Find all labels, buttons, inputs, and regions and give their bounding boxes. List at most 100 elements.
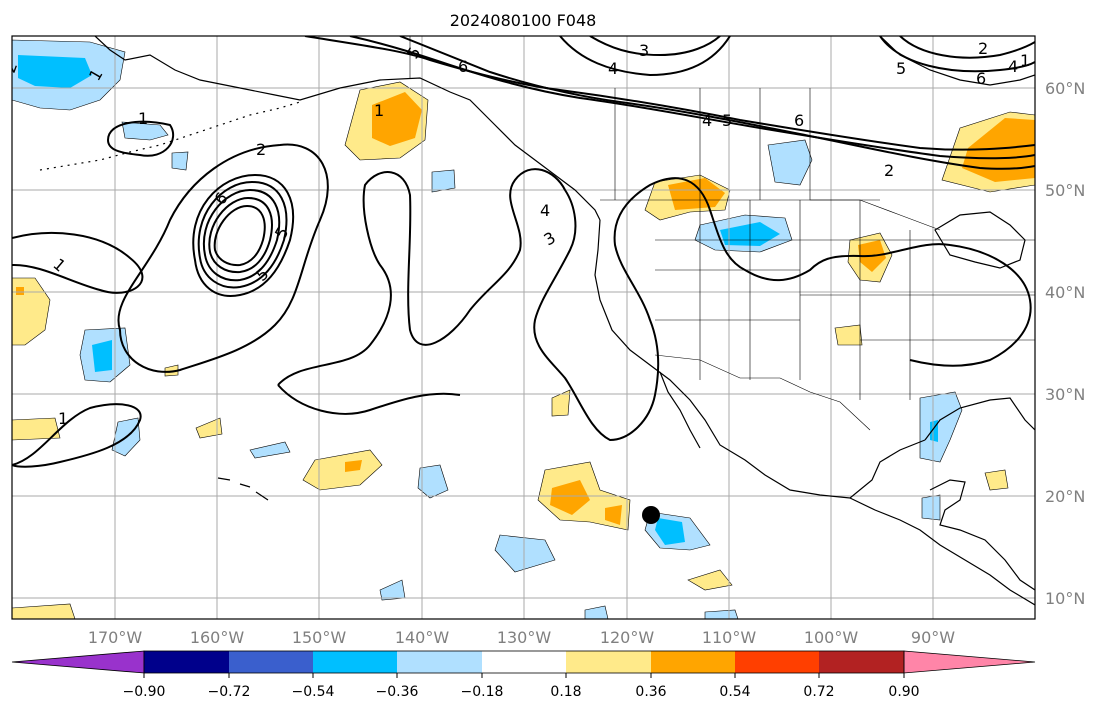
graticule — [12, 36, 1035, 619]
positive-anomaly-region — [687, 569, 733, 591]
great-lakes — [934, 211, 1026, 269]
colorbar-tick-label: 0.36 — [635, 684, 666, 700]
alaska-coast — [94, 36, 601, 221]
colorbar-tick-label: −0.72 — [208, 684, 251, 700]
lon-label-150w: 150°W — [292, 628, 347, 647]
storm-center-dot — [642, 506, 660, 524]
contour-line — [304, 36, 1035, 151]
positive-anomaly-region — [302, 449, 383, 491]
aleutian-chain — [39, 101, 301, 171]
negative-anomaly-region — [919, 391, 963, 463]
lon-label-130w: 130°W — [497, 628, 552, 647]
lon-label-100w: 100°W — [804, 628, 859, 647]
contour-label: 3 — [639, 41, 649, 60]
positive-anomaly-core — [668, 178, 725, 210]
positive-anomaly-region — [984, 469, 1009, 491]
contour-line — [213, 204, 266, 267]
lat-label-50n: 50°N — [1045, 181, 1085, 200]
colorbar-max-extension — [903, 650, 1036, 674]
positive-anomaly-region — [164, 364, 179, 377]
lon-label-110w: 110°W — [702, 628, 757, 647]
contour-label: 6 — [976, 69, 986, 88]
positive-anomaly-core — [550, 480, 590, 515]
contour-label: 2 — [884, 161, 894, 180]
contour-label: 6 — [794, 111, 804, 130]
negative-anomaly-core — [92, 340, 112, 372]
lon-label-140w: 140°W — [395, 628, 450, 647]
negative-anomaly-region — [767, 139, 813, 186]
colorbar-segment — [397, 651, 482, 673]
positive-anomaly-region — [12, 603, 76, 619]
latitude-labels: 60°N 50°N 40°N 30°N 20°N 10°N — [1045, 79, 1085, 608]
positive-anomaly-core — [605, 505, 622, 525]
lat-label-40n: 40°N — [1045, 283, 1085, 302]
contour-line — [277, 384, 461, 415]
baja-peninsula — [659, 371, 701, 449]
contour-label: 4 — [1008, 57, 1018, 76]
gulf-coast — [924, 397, 1035, 441]
coastlines — [39, 36, 1035, 606]
colorbar-tick-label: 0.90 — [888, 684, 919, 700]
contour-line — [202, 188, 281, 282]
contour-label: 5 — [722, 111, 732, 130]
contour-line — [106, 120, 175, 157]
contour-label: 1 — [58, 409, 68, 428]
contour-line — [208, 196, 273, 274]
negative-anomaly-region — [171, 151, 189, 171]
map-area: 2 1 1 1 2 6 5 5 1 1 5 6 3 4 4 5 6 4 3 2 … — [0, 36, 1035, 619]
colorbar-tick-label: 0.54 — [719, 684, 750, 700]
lon-label-90w: 90°W — [911, 628, 955, 647]
negative-anomaly-region — [417, 464, 449, 499]
negative-anomaly-region — [249, 441, 291, 459]
negative-anomaly-region — [704, 609, 739, 619]
colorbar-segment — [566, 651, 651, 673]
colorbar: −0.90 −0.72 −0.54 −0.36 −0.18 0.18 0.36 … — [11, 650, 1036, 700]
contour-label: 2 — [978, 39, 988, 58]
contour-line — [117, 143, 329, 373]
colorbar-segment — [229, 651, 313, 673]
central-america-coast — [849, 497, 1035, 606]
colorbar-tick-label: −0.36 — [376, 684, 419, 700]
lon-label-120w: 120°W — [600, 628, 655, 647]
contour-label: 4 — [702, 111, 712, 130]
negative-anomaly-core — [655, 518, 685, 545]
negative-anomaly-region — [584, 605, 609, 619]
contour-label: 5 — [896, 59, 906, 78]
hawaii-islands — [217, 477, 269, 501]
lon-label-170w: 170°W — [88, 628, 143, 647]
contour-line — [12, 403, 142, 468]
lat-label-10n: 10°N — [1045, 589, 1085, 608]
colorbar-tick-label: −0.54 — [292, 684, 335, 700]
positive-anomaly-core — [962, 118, 1035, 182]
west-coast — [594, 219, 926, 499]
longitude-labels: 170°W 160°W 150°W 140°W 130°W 120°W 110°… — [88, 628, 955, 647]
contour-line — [399, 36, 1035, 170]
contour-label: 6 — [458, 57, 468, 76]
contour-line — [12, 231, 144, 294]
contour-label: 1 — [1020, 51, 1030, 70]
contour-label: 2 — [256, 140, 266, 159]
anomaly-shading — [12, 39, 1035, 619]
colorbar-segment — [735, 651, 819, 673]
figure-title: 2024080100 F048 — [450, 11, 597, 30]
lat-label-60n: 60°N — [1045, 79, 1085, 98]
colorbar-tick-label: 0.72 — [803, 684, 834, 700]
political-borders — [409, 36, 1035, 431]
contour-line — [349, 36, 1035, 160]
negative-anomaly-core — [18, 55, 92, 88]
negative-anomaly-region — [921, 494, 941, 521]
contour-label: 1 — [374, 101, 384, 120]
positive-anomaly-core — [372, 92, 422, 146]
contour-label: 2 — [0, 59, 21, 75]
colorbar-tick-label: −0.18 — [461, 684, 504, 700]
contour-label: 4 — [540, 201, 550, 220]
contour-line — [277, 168, 1032, 442]
lat-label-30n: 30°N — [1045, 385, 1085, 404]
contour-line — [197, 180, 288, 289]
contour-line — [899, 36, 1035, 59]
canada-province-lines — [614, 88, 880, 201]
contour-line — [192, 173, 295, 297]
colorbar-tick-label: −0.90 — [123, 684, 166, 700]
positive-anomaly-core — [345, 460, 362, 472]
negative-anomaly-region — [121, 121, 169, 141]
